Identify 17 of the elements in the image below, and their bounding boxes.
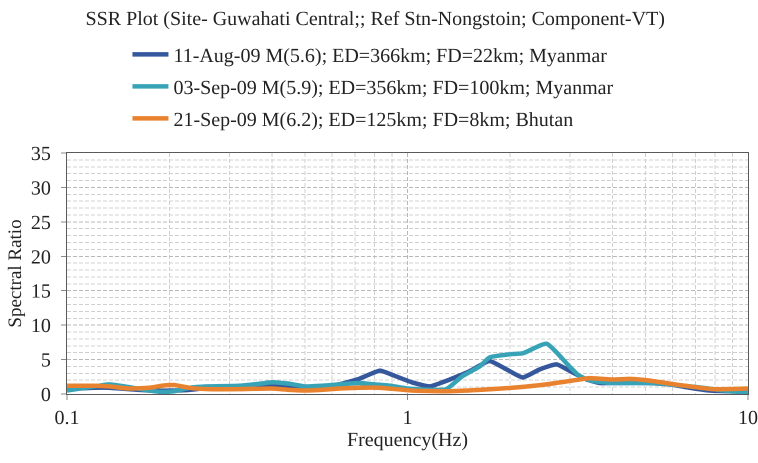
legend-label: 03-Sep-09 M(5.9); ED=356km; FD=100km; Myanmar (173, 77, 614, 100)
y-tick-label: 25 (30, 212, 51, 234)
y-tick-label: 15 (30, 280, 51, 303)
legend-label: 21-Sep-09 M(6.2); ED=125km; FD=8km; Bhutan (173, 109, 574, 132)
x-tick-label: 1 (402, 407, 412, 430)
x-tick-label: 0.1 (54, 407, 80, 430)
x-axis-title: Frequency(Hz) (346, 429, 468, 452)
y-tick-label: 5 (40, 350, 51, 372)
x-tick-label: 10 (738, 407, 758, 430)
y-tick-label: 20 (30, 246, 51, 268)
y-tick-label: 10 (30, 315, 51, 338)
legend-label: 11-Aug-09 M(5.6); ED=366km; FD=22km; Myanmar (173, 45, 608, 68)
y-tick-label: 30 (30, 177, 51, 200)
chart-title: SSR Plot (Site- Guwahati Central;; Ref Stn-Nongstoin; Component-VT) (86, 8, 665, 30)
y-tick-label: 35 (30, 143, 51, 165)
y-tick-label: 0 (40, 384, 51, 406)
y-axis-title: Spectral Ratio (4, 219, 26, 328)
